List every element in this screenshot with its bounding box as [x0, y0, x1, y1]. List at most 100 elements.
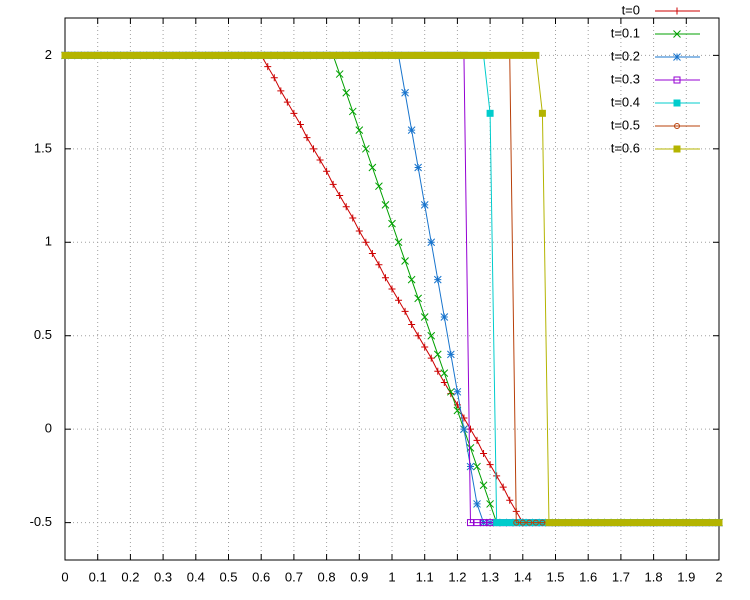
- point: [316, 156, 324, 164]
- point: [388, 285, 396, 293]
- point: [466, 51, 474, 59]
- point: [94, 51, 102, 59]
- point: [368, 249, 376, 257]
- point: [532, 519, 539, 526]
- x-tick-label: 1.6: [579, 569, 597, 584]
- point: [251, 51, 259, 59]
- point: [414, 294, 423, 303]
- point: [395, 296, 403, 304]
- point: [499, 483, 507, 491]
- point: [427, 331, 436, 340]
- point: [617, 519, 625, 527]
- point: [460, 425, 468, 434]
- point: [663, 519, 671, 527]
- point: [375, 182, 383, 191]
- point: [453, 51, 461, 59]
- legend-marker: [673, 76, 681, 84]
- point: [486, 519, 494, 527]
- point: [126, 51, 134, 59]
- point: [153, 51, 161, 59]
- point: [381, 51, 389, 59]
- point: [198, 51, 206, 59]
- x-tick-label: 1.5: [546, 569, 564, 584]
- point: [133, 51, 141, 59]
- point: [486, 51, 494, 59]
- point: [610, 519, 618, 527]
- point: [420, 313, 429, 321]
- point: [643, 519, 651, 527]
- point: [434, 367, 442, 375]
- x-tick-label: 1.4: [514, 569, 532, 584]
- point: [342, 88, 351, 97]
- x-tick-label: 0: [61, 569, 68, 584]
- point: [473, 436, 481, 444]
- point: [682, 519, 690, 527]
- legend-marker: [673, 30, 681, 38]
- point: [395, 51, 403, 59]
- legend-marker: [673, 145, 681, 153]
- point: [401, 257, 409, 265]
- point: [401, 307, 409, 315]
- point: [81, 51, 89, 59]
- x-tick-label: 0.9: [350, 569, 368, 584]
- point: [486, 461, 494, 469]
- point: [107, 51, 115, 59]
- point: [466, 519, 474, 527]
- x-tick-label: 0.4: [187, 569, 205, 584]
- point: [310, 51, 318, 59]
- point: [290, 109, 298, 117]
- point: [192, 51, 200, 59]
- point: [407, 275, 416, 284]
- point: [604, 519, 612, 527]
- point: [650, 519, 658, 527]
- legend-label: t=0.5: [611, 117, 640, 132]
- point: [427, 238, 436, 247]
- x-tick-label: 1: [388, 569, 395, 584]
- x-tick-label: 1.1: [416, 569, 434, 584]
- point: [538, 109, 546, 117]
- point: [473, 500, 481, 508]
- point: [283, 51, 291, 59]
- x-tick-label: 1.7: [612, 569, 630, 584]
- point: [545, 519, 553, 527]
- point: [303, 134, 311, 142]
- point: [355, 227, 363, 235]
- point: [630, 519, 638, 527]
- point: [715, 519, 723, 527]
- point: [473, 51, 481, 59]
- point: [231, 51, 239, 59]
- legend-marker: [673, 99, 681, 107]
- point: [159, 51, 167, 59]
- point: [440, 313, 449, 321]
- point: [323, 51, 331, 59]
- point: [453, 387, 462, 396]
- point: [179, 51, 187, 59]
- point: [708, 519, 716, 527]
- point: [473, 519, 481, 527]
- point: [362, 238, 370, 246]
- point: [290, 51, 298, 59]
- y-tick-label: 1.5: [34, 140, 52, 155]
- point: [597, 519, 605, 527]
- point: [512, 51, 520, 59]
- legend-label: t=0.1: [611, 25, 640, 40]
- point: [349, 51, 357, 59]
- point: [329, 180, 337, 188]
- point: [578, 519, 586, 527]
- point: [329, 51, 337, 59]
- point: [433, 350, 442, 359]
- point: [388, 219, 396, 228]
- point: [257, 51, 265, 59]
- point: [460, 51, 468, 59]
- point: [414, 163, 423, 172]
- point: [225, 51, 232, 59]
- point: [264, 63, 272, 71]
- legend-marker: [673, 53, 681, 61]
- point: [493, 51, 501, 59]
- point: [565, 519, 573, 527]
- point: [623, 519, 631, 527]
- point: [401, 88, 409, 97]
- point: [303, 51, 311, 59]
- point: [244, 51, 252, 59]
- point: [349, 214, 357, 222]
